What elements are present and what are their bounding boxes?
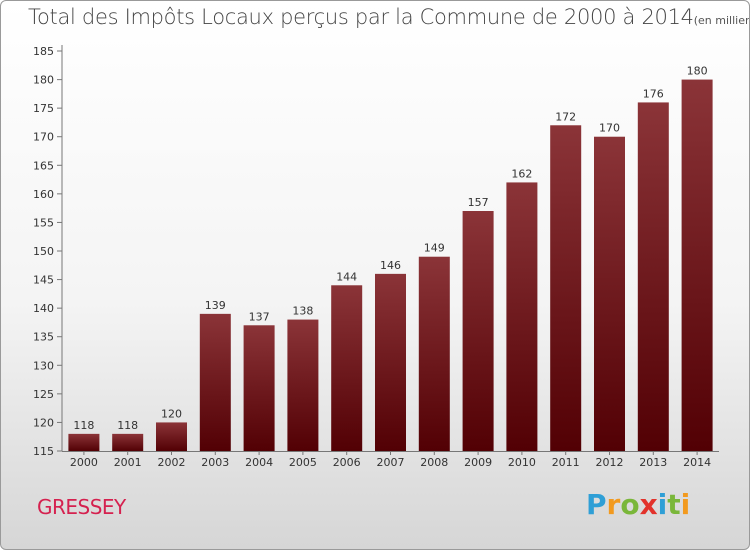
y-tick-label: 165 xyxy=(33,159,54,172)
y-tick-label: 120 xyxy=(33,416,54,429)
bar xyxy=(68,433,100,451)
data-label: 149 xyxy=(424,242,445,255)
y-tick-label: 155 xyxy=(33,216,54,229)
proxiti-logo: Proxiti xyxy=(586,488,690,521)
data-label: 118 xyxy=(117,419,138,432)
x-tick-label: 2008 xyxy=(420,456,448,469)
bar xyxy=(550,125,582,452)
data-label: 180 xyxy=(687,65,708,78)
y-tick-label: 150 xyxy=(33,245,54,258)
logo-letter: x xyxy=(639,488,658,521)
x-tick-label: 2012 xyxy=(596,456,624,469)
bar xyxy=(681,79,713,452)
logo-letter: i xyxy=(680,488,691,521)
x-tick-label: 2003 xyxy=(201,456,229,469)
data-label: 118 xyxy=(73,419,94,432)
x-tick-label: 2005 xyxy=(289,456,317,469)
bar xyxy=(331,285,363,451)
data-label: 170 xyxy=(599,122,620,135)
y-tick-label: 160 xyxy=(33,188,54,201)
x-tick-label: 2014 xyxy=(683,456,711,469)
data-label: 176 xyxy=(643,87,664,100)
x-tick-label: 2011 xyxy=(552,456,580,469)
x-tick-label: 2001 xyxy=(114,456,142,469)
logo-letter: i xyxy=(657,488,668,521)
data-label: 120 xyxy=(161,407,182,420)
x-tick-label: 2004 xyxy=(245,456,273,469)
y-tick-label: 170 xyxy=(33,131,54,144)
bar xyxy=(243,325,275,451)
x-tick-label: 2006 xyxy=(333,456,361,469)
bar xyxy=(156,422,187,451)
bar xyxy=(637,102,669,451)
y-tick-label: 145 xyxy=(33,274,54,287)
y-tick-label: 175 xyxy=(33,102,54,115)
y-tick-label: 125 xyxy=(33,388,54,401)
data-label: 157 xyxy=(468,196,489,209)
x-tick-label: 2013 xyxy=(639,456,667,469)
x-tick-label: 2002 xyxy=(158,456,186,469)
data-label: 137 xyxy=(249,310,270,323)
data-label: 139 xyxy=(205,299,226,312)
x-tick-label: 2007 xyxy=(377,456,405,469)
data-label: 144 xyxy=(336,270,357,283)
bar xyxy=(112,433,144,451)
bar xyxy=(462,211,494,451)
x-tick-label: 2000 xyxy=(70,456,98,469)
logo-letter: t xyxy=(667,488,681,521)
x-tick-label: 2010 xyxy=(508,456,536,469)
data-label: 172 xyxy=(555,110,576,123)
data-label: 138 xyxy=(292,305,313,318)
y-tick-label: 180 xyxy=(33,74,54,87)
y-tick-label: 115 xyxy=(33,445,54,458)
bar xyxy=(287,319,319,451)
data-label: 146 xyxy=(380,259,401,272)
chart-axes: 115 120 125 130 135 140 145 150 155 160 165 170 175 1… xyxy=(33,45,719,469)
y-tick-label: 135 xyxy=(33,331,54,344)
logo-letter: P xyxy=(586,488,607,521)
y-tick-label: 140 xyxy=(33,302,54,315)
chart-unit-label: (en milliers d'€) xyxy=(693,14,750,27)
logo-letter: r xyxy=(606,488,621,521)
logo-letter: o xyxy=(620,488,640,521)
bar xyxy=(594,136,625,451)
bar xyxy=(199,313,231,451)
bar xyxy=(506,182,538,451)
x-tick-label: 2009 xyxy=(464,456,492,469)
data-label: 162 xyxy=(511,167,532,180)
commune-name: GRESSEY xyxy=(37,495,126,519)
bar xyxy=(375,273,406,451)
bar xyxy=(418,256,450,451)
data-labels: 118 118 120 139 137 138 144 146 149 157 162 172 170 1… xyxy=(73,65,707,432)
title-row: Total des Impôts Locaux perçus par la Co… xyxy=(28,5,750,29)
y-tick-label: 185 xyxy=(33,45,54,58)
bars xyxy=(68,79,713,452)
y-tick-label: 130 xyxy=(33,359,54,372)
chart-title: Total des Impôts Locaux perçus par la Co… xyxy=(28,5,694,29)
